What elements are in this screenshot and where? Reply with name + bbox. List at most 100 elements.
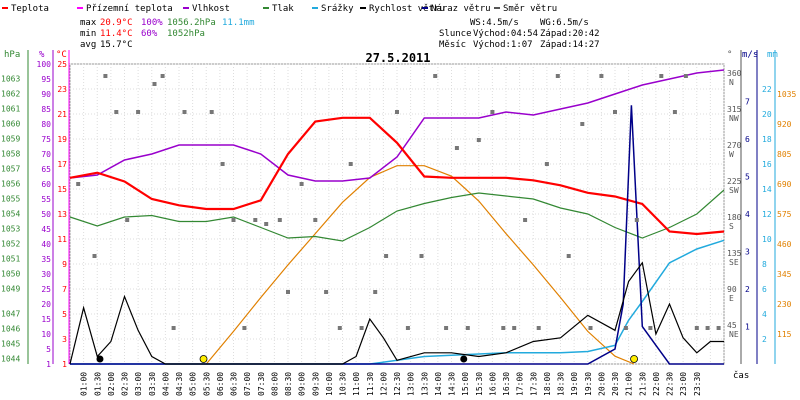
ms-tick: 6 (745, 135, 750, 144)
x-tick: 16:30 (502, 372, 511, 396)
pct-tick: 75 (41, 135, 51, 144)
x-tick: 20:00 (597, 372, 606, 396)
wind-direction-point (465, 326, 470, 330)
series-layer (69, 69, 725, 365)
wind-direction-point (623, 326, 628, 330)
wm2-tick: 115 (777, 330, 792, 339)
legend-label-press: Tlak (272, 4, 294, 14)
x-tick: 02:00 (107, 372, 116, 396)
x-tick: 05:30 (202, 372, 211, 396)
stat-max-press: 1056.2hPa (167, 18, 216, 28)
hpa-tick: 1052 (1, 240, 20, 249)
x-tick: 10:30 (339, 372, 348, 396)
wind-direction-point (359, 326, 364, 330)
legend-label-wind: Rychlost větru (369, 4, 445, 14)
stat-sun-label: Slunce (439, 29, 472, 39)
wind-direction-point (348, 162, 353, 166)
wind-direction-point (405, 326, 410, 330)
stat-min-label: min (80, 29, 96, 39)
dir-tick-compass: N (729, 78, 734, 87)
hpa-tick: 1055 (1, 195, 20, 204)
sunrise-marker (199, 355, 208, 363)
ms-tick: 1 (745, 323, 750, 332)
pct-tick: 70 (41, 150, 51, 159)
hpa-tick: 1057 (1, 165, 20, 174)
x-tick: 17:00 (516, 372, 525, 396)
wind-direction-point (599, 74, 604, 78)
wind-direction-point (555, 74, 560, 78)
hpa-tick: 1062 (1, 90, 20, 99)
x-tick: 06:00 (216, 372, 225, 396)
pct-tick: 85 (41, 105, 51, 114)
hpa-tick: 1061 (1, 105, 20, 114)
mm-tick: 20 (762, 110, 772, 119)
dir-tick: 360 (727, 69, 742, 78)
wm2-tick: 805 (777, 150, 792, 159)
x-tick: 14:00 (434, 372, 443, 396)
x-tick: 03:30 (148, 372, 157, 396)
solar-line (205, 165, 635, 365)
stat-avg-label: avg (80, 40, 96, 50)
wind-direction-point (286, 290, 290, 294)
wind-direction-point (433, 74, 438, 78)
stat-moon-set: Západ:14:27 (540, 40, 600, 50)
legend-label-feels: Přízemní teplota (86, 4, 173, 14)
mm-tick: 4 (762, 310, 767, 319)
wind-direction-point (277, 218, 282, 222)
wind-direction-point (220, 162, 225, 166)
wind-direction-point (313, 218, 318, 222)
hpa-tick: 1056 (1, 180, 20, 189)
pct-tick: 20 (41, 300, 51, 309)
wind-direction-point (523, 218, 528, 222)
x-tick: 20:30 (611, 372, 620, 396)
x-tick: 12:30 (393, 372, 402, 396)
moonrise-marker (96, 355, 104, 363)
dir-tick: 270 (727, 141, 742, 150)
x-axis-label: čas (733, 370, 749, 381)
c-tick: 1 (62, 360, 67, 369)
c-tick: 7 (62, 285, 67, 294)
c-tick: 15 (57, 185, 67, 194)
ms-tick: 2 (745, 285, 750, 294)
x-tick: 21:30 (638, 372, 647, 396)
stat-max-hum: 100% (141, 18, 163, 28)
x-tick: 02:30 (121, 372, 130, 396)
dir-tick-compass: SE (729, 258, 739, 267)
x-tick: 11:30 (366, 372, 375, 396)
wind-direction-point (253, 218, 258, 222)
pct-tick: 50 (41, 210, 51, 219)
dir-tick-compass: NW (729, 114, 739, 123)
legend-label-temp: Teplota (11, 4, 49, 14)
wind-direction-point (588, 326, 593, 330)
x-tick: 12:00 (379, 372, 388, 396)
mm-tick: 10 (762, 235, 772, 244)
c-tick: 5 (62, 310, 67, 319)
x-tick: 23:00 (679, 372, 688, 396)
x-tick: 08:30 (284, 372, 293, 396)
chart-title: 27.5.2011 (365, 51, 430, 65)
mm-tick: 22 (762, 85, 772, 94)
wind-direction-point (672, 110, 677, 114)
hpa-tick: 1054 (1, 210, 20, 219)
pct-tick: 60 (41, 180, 51, 189)
hpa-tick: 1049 (1, 285, 20, 294)
wind-direction-point (694, 326, 699, 330)
wind-direction-point (76, 182, 81, 186)
x-tick: 05:00 (189, 372, 198, 396)
wind-direction-point (324, 290, 329, 294)
x-tick: 09:30 (311, 372, 320, 396)
wind-direction-point (103, 74, 108, 78)
dir-tick-compass: S (729, 222, 734, 231)
hpa-tick: 1063 (1, 75, 20, 84)
pct-tick: 5 (46, 345, 51, 354)
wind-direction-point (705, 326, 710, 330)
stat-max-temp: 20.9°C (100, 18, 133, 28)
wind-direction-point (395, 110, 399, 114)
x-tick: 04:30 (175, 372, 184, 396)
legend-label-hum: Vlhkost (192, 4, 230, 14)
stat-avg-temp: 15.7°C (100, 40, 133, 50)
c-tick: 9 (62, 260, 67, 269)
wm2-tick: 345 (777, 270, 792, 279)
stat-sun-set: Západ:20:42 (540, 29, 600, 39)
hpa-tick: 1047 (1, 309, 20, 318)
